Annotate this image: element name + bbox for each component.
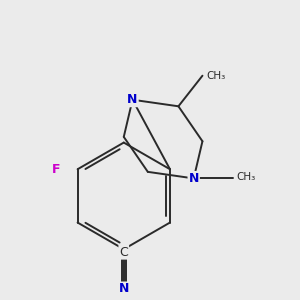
Text: C: C [119,246,128,259]
Text: N: N [118,283,129,296]
Text: F: F [52,163,60,176]
Text: CH₃: CH₃ [236,172,256,182]
Text: N: N [188,172,199,185]
Text: N: N [127,93,138,106]
Text: CH₃: CH₃ [206,71,225,81]
